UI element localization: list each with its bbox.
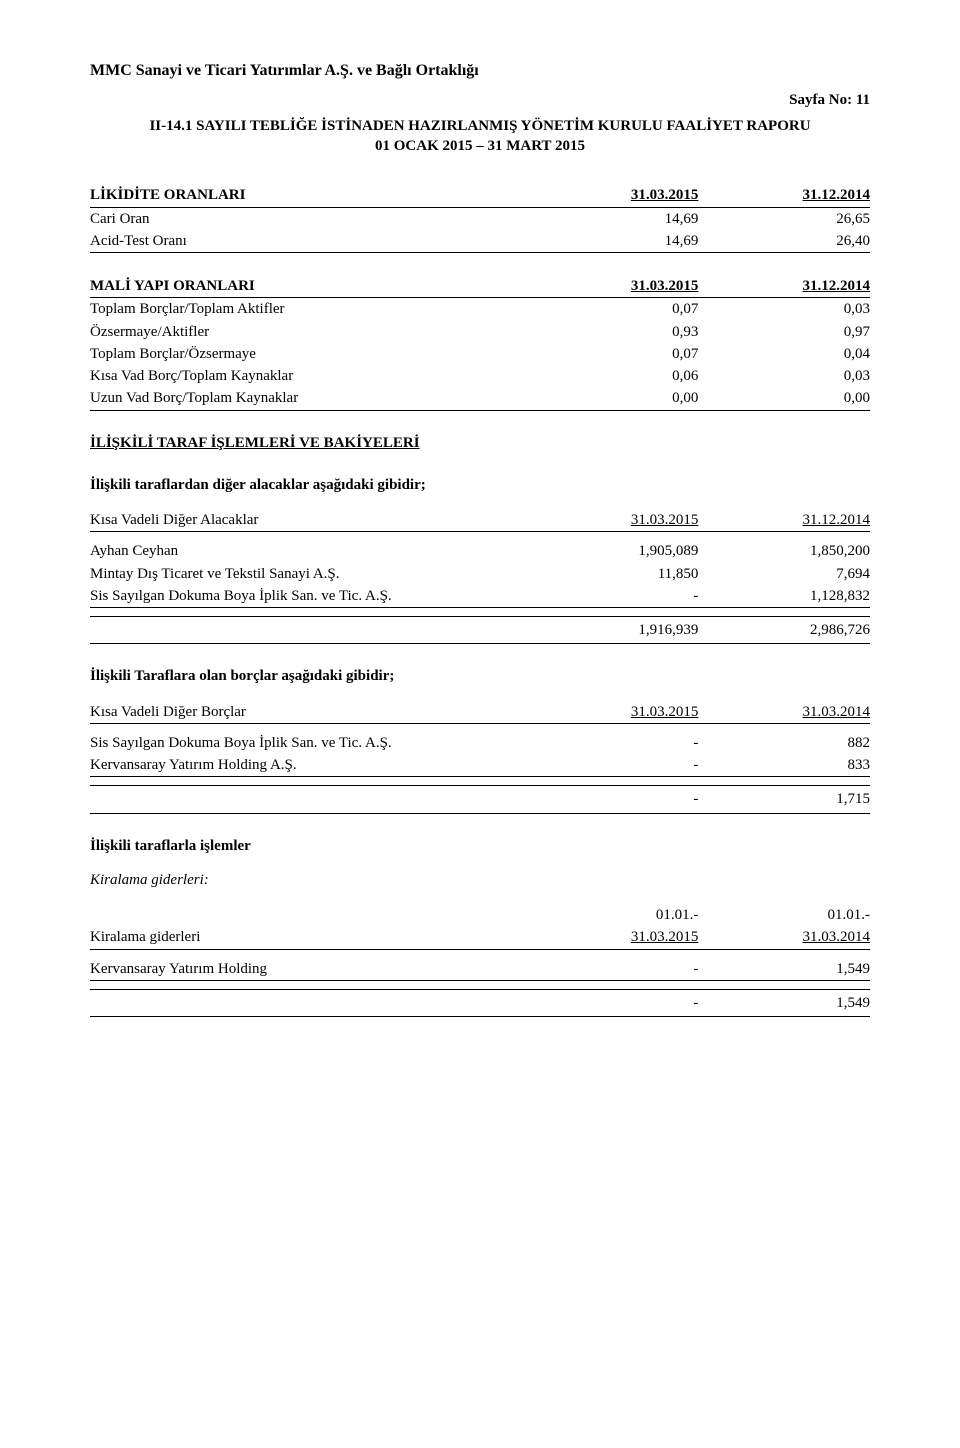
table-row: Özsermaye/Aktifler 0,93 0,97 (90, 321, 870, 343)
row-val-a: 1,905,089 (527, 540, 699, 562)
row-val-b: 833 (698, 754, 870, 777)
row-val-a: 0,93 (527, 321, 699, 343)
table-row: Kervansaray Yatırım Holding A.Ş. - 833 (90, 754, 870, 777)
row-val-a: 14,69 (527, 207, 699, 230)
payables-intro: İlişkili Taraflara olan borçlar aşağıdak… (90, 666, 870, 686)
recv-col1: 31.03.2015 (527, 509, 699, 532)
pay-col1: 31.03.2015 (527, 701, 699, 724)
table-row: Sis Sayılgan Dokuma Boya İplik San. ve T… (90, 732, 870, 754)
financial-col1: 31.03.2015 (527, 275, 699, 298)
recv-col2: 31.12.2014 (698, 509, 870, 532)
row-val-b: 882 (698, 732, 870, 754)
receivables-table: Kısa Vadeli Diğer Alacaklar 31.03.2015 3… (90, 509, 870, 644)
row-val-b: 0,03 (698, 365, 870, 387)
row-label: Mintay Dış Ticaret ve Tekstil Sanayi A.Ş… (90, 563, 527, 585)
row-label: Özsermaye/Aktifler (90, 321, 527, 343)
row-val-b: 7,694 (698, 563, 870, 585)
tx-total-b: 1,549 (698, 989, 870, 1016)
table-row: Kervansaray Yatırım Holding - 1,549 (90, 958, 870, 981)
row-label: Sis Sayılgan Dokuma Boya İplik San. ve T… (90, 585, 527, 608)
row-label: Uzun Vad Borç/Toplam Kaynaklar (90, 387, 527, 410)
tx-hdr-top1: 01.01.- (527, 904, 699, 926)
company-name: MMC Sanayi ve Ticari Yatırımlar A.Ş. ve … (90, 60, 870, 82)
transactions-sub: Kiralama giderleri: (90, 870, 870, 890)
row-label: Sis Sayılgan Dokuma Boya İplik San. ve T… (90, 732, 527, 754)
financial-col2: 31.12.2014 (698, 275, 870, 298)
row-val-a: 0,00 (527, 387, 699, 410)
recv-total-b: 2,986,726 (698, 617, 870, 644)
recv-hdr-label: Kısa Vadeli Diğer Alacaklar (90, 509, 527, 532)
receivables-intro: İlişkili taraflardan diğer alacaklar aşa… (90, 475, 870, 495)
payables-table: Kısa Vadeli Diğer Borçlar 31.03.2015 31.… (90, 701, 870, 814)
transactions-table: 01.01.- 01.01.- Kiralama giderleri 31.03… (90, 904, 870, 1017)
row-val-a: 14,69 (527, 230, 699, 253)
table-row: Cari Oran 14,69 26,65 (90, 207, 870, 230)
transactions-title: İlişkili taraflarla işlemler (90, 836, 870, 856)
pay-total-a: - (527, 786, 699, 813)
row-val-b: 26,40 (698, 230, 870, 253)
table-row: Mintay Dış Ticaret ve Tekstil Sanayi A.Ş… (90, 563, 870, 585)
tx-hdr-top2: 01.01.- (698, 904, 870, 926)
row-val-a: - (527, 754, 699, 777)
related-party-title: İLİŞKİLİ TARAF İŞLEMLERİ VE BAKİYELERİ (90, 433, 870, 453)
row-label: Toplam Borçlar/Toplam Aktifler (90, 298, 527, 321)
pay-total-b: 1,715 (698, 786, 870, 813)
row-val-a: - (527, 732, 699, 754)
pay-col2: 31.03.2014 (698, 701, 870, 724)
row-val-b: 1,549 (698, 958, 870, 981)
row-val-a: 0,07 (527, 343, 699, 365)
row-label: Kısa Vad Borç/Toplam Kaynaklar (90, 365, 527, 387)
row-label: Cari Oran (90, 207, 527, 230)
liquidity-title: LİKİDİTE ORANLARI (90, 184, 527, 207)
row-label: Kervansaray Yatırım Holding (90, 958, 527, 981)
row-val-b: 26,65 (698, 207, 870, 230)
report-title-line2: 01 OCAK 2015 – 31 MART 2015 (375, 138, 585, 154)
row-val-b: 1,850,200 (698, 540, 870, 562)
tx-rowlabel: Kiralama giderleri (90, 926, 527, 949)
tx-total-row: - 1,549 (90, 989, 870, 1016)
row-label: Acid-Test Oranı (90, 230, 527, 253)
row-val-b: 0,97 (698, 321, 870, 343)
table-row: Toplam Borçlar/Özsermaye 0,07 0,04 (90, 343, 870, 365)
row-val-a: - (527, 585, 699, 608)
row-val-a: 11,850 (527, 563, 699, 585)
tx-col1: 31.03.2015 (527, 926, 699, 949)
table-row: Toplam Borçlar/Toplam Aktifler 0,07 0,03 (90, 298, 870, 321)
liquidity-col2: 31.12.2014 (698, 184, 870, 207)
row-val-b: 0,00 (698, 387, 870, 410)
recv-total-a: 1,916,939 (527, 617, 699, 644)
financial-title: MALİ YAPI ORANLARI (90, 275, 527, 298)
row-val-a: 0,07 (527, 298, 699, 321)
tx-total-a: - (527, 989, 699, 1016)
table-row: Acid-Test Oranı 14,69 26,40 (90, 230, 870, 253)
report-title: II-14.1 SAYILI TEBLİĞE İSTİNADEN HAZIRLA… (90, 116, 870, 157)
row-val-b: 0,03 (698, 298, 870, 321)
pay-hdr-label: Kısa Vadeli Diğer Borçlar (90, 701, 527, 724)
table-row: Ayhan Ceyhan 1,905,089 1,850,200 (90, 540, 870, 562)
tx-col2: 31.03.2014 (698, 926, 870, 949)
table-row: Uzun Vad Borç/Toplam Kaynaklar 0,00 0,00 (90, 387, 870, 410)
row-label: Kervansaray Yatırım Holding A.Ş. (90, 754, 527, 777)
row-val-a: - (527, 958, 699, 981)
row-val-b: 1,128,832 (698, 585, 870, 608)
row-val-b: 0,04 (698, 343, 870, 365)
pay-total-row: - 1,715 (90, 786, 870, 813)
row-label: Toplam Borçlar/Özsermaye (90, 343, 527, 365)
report-title-line1: II-14.1 SAYILI TEBLİĞE İSTİNADEN HAZIRLA… (149, 118, 810, 134)
liquidity-table: LİKİDİTE ORANLARI 31.03.2015 31.12.2014 … (90, 184, 870, 253)
table-row: Sis Sayılgan Dokuma Boya İplik San. ve T… (90, 585, 870, 608)
table-row: Kısa Vad Borç/Toplam Kaynaklar 0,06 0,03 (90, 365, 870, 387)
financial-structure-table: MALİ YAPI ORANLARI 31.03.2015 31.12.2014… (90, 275, 870, 411)
recv-total-row: 1,916,939 2,986,726 (90, 617, 870, 644)
row-label: Ayhan Ceyhan (90, 540, 527, 562)
liquidity-col1: 31.03.2015 (527, 184, 699, 207)
page-number: Sayfa No: 11 (90, 90, 870, 110)
row-val-a: 0,06 (527, 365, 699, 387)
